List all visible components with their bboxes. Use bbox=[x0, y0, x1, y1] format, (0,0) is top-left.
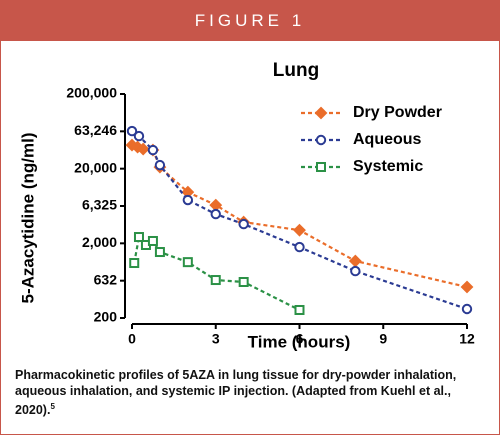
y-tick-label: 6,325 bbox=[82, 197, 117, 213]
y-tick-label: 2,000 bbox=[82, 234, 117, 250]
caption-ref: 5 bbox=[50, 402, 55, 411]
marker bbox=[129, 258, 140, 269]
y-tick-label: 200,000 bbox=[66, 85, 117, 101]
marker bbox=[147, 235, 158, 246]
header: FIGURE 1 bbox=[1, 1, 499, 41]
marker bbox=[126, 125, 138, 137]
chart-title: Lung bbox=[273, 60, 319, 81]
marker bbox=[460, 280, 474, 294]
marker bbox=[154, 247, 165, 258]
legend-label: Systemic bbox=[353, 158, 423, 175]
marker bbox=[133, 232, 144, 243]
x-tick-label: 6 bbox=[296, 331, 304, 347]
marker bbox=[348, 254, 362, 268]
marker bbox=[147, 144, 159, 156]
x-tick-label: 9 bbox=[379, 331, 387, 347]
marker bbox=[293, 223, 306, 237]
marker bbox=[182, 194, 194, 206]
y-axis-label: 5-Azacytidine (ng/ml) bbox=[18, 133, 37, 304]
y-tick-label: 63,246 bbox=[74, 122, 117, 138]
x-axis-label: Time (hours) bbox=[248, 332, 351, 351]
y-tick-label: 200 bbox=[94, 309, 118, 325]
x-tick-label: 0 bbox=[128, 331, 136, 347]
marker bbox=[315, 134, 327, 146]
x-tick-label: 3 bbox=[212, 331, 220, 347]
legend-label: Aqueous bbox=[353, 131, 422, 148]
caption: Pharmacokinetic profiles of 5AZA in lung… bbox=[15, 367, 485, 418]
marker bbox=[182, 257, 193, 268]
marker bbox=[210, 275, 221, 286]
caption-text: Pharmacokinetic profiles of 5AZA in lung… bbox=[15, 368, 457, 418]
marker bbox=[154, 159, 166, 171]
y-tick-label: 632 bbox=[94, 271, 118, 287]
series-line bbox=[131, 130, 468, 311]
marker bbox=[133, 130, 145, 142]
marker bbox=[238, 218, 249, 230]
marker bbox=[209, 198, 223, 212]
marker bbox=[316, 162, 326, 172]
marker bbox=[461, 303, 473, 315]
marker bbox=[210, 208, 221, 220]
y-tick-label: 20,000 bbox=[74, 159, 117, 175]
marker bbox=[314, 106, 328, 120]
legend-label: Dry Powder bbox=[353, 104, 442, 121]
chart: Lung Time (hours) 5-Azacytidine (ng/ml) … bbox=[18, 60, 475, 351]
marker bbox=[136, 142, 150, 156]
marker bbox=[294, 241, 305, 253]
marker bbox=[350, 265, 361, 277]
marker bbox=[294, 304, 305, 315]
marker bbox=[238, 276, 249, 287]
x-tick-label: 12 bbox=[459, 331, 475, 347]
